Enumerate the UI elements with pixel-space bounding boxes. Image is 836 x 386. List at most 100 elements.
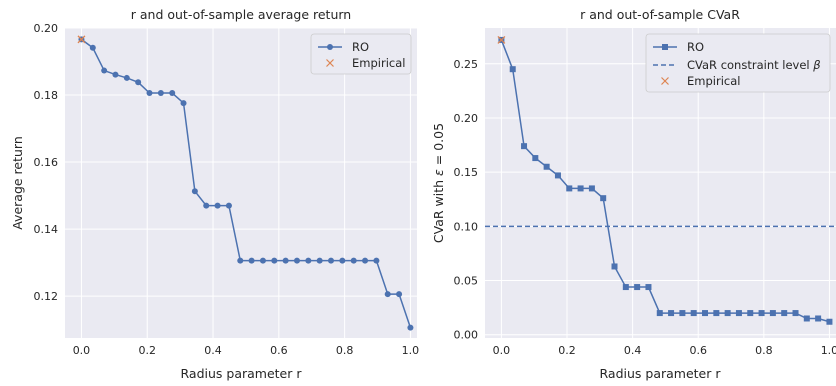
legend-frame	[310, 33, 412, 75]
x-tick-label: 0.8	[755, 344, 773, 357]
y-tick-label: 0.05	[454, 275, 479, 288]
ro-point	[622, 284, 629, 291]
ro-point	[803, 315, 810, 322]
ro-point	[169, 90, 176, 97]
ro-point	[543, 163, 550, 170]
ro-point	[135, 79, 142, 86]
marker-stroke	[77, 35, 86, 44]
legend-label-constraint-text: CVaR constraint level	[687, 58, 813, 72]
ro-point	[384, 291, 391, 298]
ro-point	[180, 100, 187, 107]
ro-point	[259, 257, 266, 264]
y-tick-labels: 0.00 0.05 0.10 0.15 0.20 0.25	[454, 58, 479, 342]
y-tick-label: 0.20	[454, 112, 479, 125]
y-tick-label: 0.15	[454, 166, 479, 179]
ro-point	[532, 155, 539, 162]
legend-label-ro: RO	[687, 40, 704, 54]
x-tick-labels: 0.0 0.2 0.4 0.6 0.8 1.0	[493, 344, 836, 357]
x-tick-label: 0.0	[73, 344, 91, 357]
ro-point	[123, 74, 130, 81]
legend-label-empirical: Empirical	[687, 74, 740, 88]
y-axis-label-part: = 0.05	[431, 123, 446, 169]
x-tick-label: 0.4	[204, 344, 222, 357]
ro-point	[203, 202, 210, 209]
ro-point	[350, 257, 357, 264]
ro-point	[509, 66, 516, 73]
x-tick-labels: 0.0 0.2 0.4 0.6 0.8 1.0	[73, 344, 419, 357]
ro-point	[554, 172, 561, 179]
legend-marker-empirical	[326, 59, 334, 67]
ro-point	[781, 310, 788, 317]
ro-point	[248, 257, 255, 264]
ro-point	[191, 188, 198, 195]
y-tick-label: 0.12	[34, 290, 59, 303]
ro-point	[396, 291, 403, 298]
y-axis-label: CVaR with ε = 0.05	[431, 123, 446, 243]
x-axis-label: Radius parameter r	[181, 366, 303, 381]
x-tick-label: 0.0	[493, 344, 511, 357]
x-tick-label: 0.4	[624, 344, 642, 357]
y-tick-label: 0.14	[34, 223, 59, 236]
legend-label-ro: RO	[352, 40, 369, 54]
y-tick-label: 0.20	[34, 22, 59, 35]
ro-point	[656, 310, 663, 317]
empirical-marker	[77, 35, 86, 44]
chart-cvar: 0.00 0.05 0.10 0.15 0.20 0.25 0.0 0.2 0.4 0.6 0.8…	[431, 7, 836, 381]
legend: RO Empirical	[310, 33, 412, 75]
x-tick-label: 0.8	[336, 344, 354, 357]
ro-point	[713, 310, 720, 317]
legend-label-constraint: CVaR constraint level β	[687, 58, 821, 72]
x-tick-label: 1.0	[402, 344, 420, 357]
data-series	[77, 35, 414, 331]
y-axis-label: Average return	[10, 136, 25, 230]
ro-point	[305, 257, 312, 264]
legend-marker-empirical	[661, 77, 669, 85]
ro-point	[293, 257, 300, 264]
legend-label-empirical: Empirical	[352, 56, 405, 70]
ro-point	[792, 310, 799, 317]
ro-point	[339, 257, 346, 264]
data-series	[497, 35, 833, 325]
ro-point	[634, 284, 641, 291]
ro-point	[521, 143, 528, 150]
ro-point	[407, 324, 414, 331]
ro-point	[577, 185, 584, 192]
legend-frame	[645, 33, 831, 93]
x-tick-label: 0.2	[138, 344, 156, 357]
ro-point	[735, 310, 742, 317]
ro-point	[271, 257, 278, 264]
ro-point	[758, 310, 765, 317]
legend: RO CVaR constraint level β Empirical	[645, 33, 831, 93]
ro-point	[668, 310, 675, 317]
ro-point	[588, 185, 595, 192]
ro-point	[237, 257, 244, 264]
legend-label-constraint-symbol: β	[812, 58, 820, 72]
marker-stroke	[497, 35, 506, 44]
ro-point	[157, 90, 164, 97]
x-tick-label: 0.6	[689, 344, 707, 357]
ro-point	[362, 257, 369, 264]
ro-point	[645, 284, 652, 291]
ro-point	[826, 318, 833, 325]
legend-marker-ro	[327, 44, 333, 50]
ro-point	[282, 257, 289, 264]
y-tick-label: 0.16	[34, 156, 59, 169]
chart-average-return: 0.120.140.160.180.20 0.0 0.2 0.4 0.6 0.8 1.0 …	[10, 7, 419, 381]
ro-point	[769, 310, 776, 317]
ro-point	[89, 44, 96, 51]
plot-area	[65, 28, 417, 338]
y-axis-label-symbol: ε	[431, 169, 446, 176]
y-tick-label: 0.00	[454, 329, 479, 342]
legend-marker-ro	[662, 44, 668, 50]
ro-point	[101, 67, 108, 74]
ro-point	[112, 71, 119, 78]
empirical-marker	[497, 35, 506, 44]
x-tick-label: 1.0	[821, 344, 836, 357]
chart-title: r and out-of-sample average return	[131, 7, 351, 22]
y-tick-label: 0.18	[34, 89, 59, 102]
x-axis-label: Radius parameter r	[600, 366, 722, 381]
ro-point	[611, 263, 618, 270]
ro-point	[328, 257, 335, 264]
ro-point	[373, 257, 380, 264]
